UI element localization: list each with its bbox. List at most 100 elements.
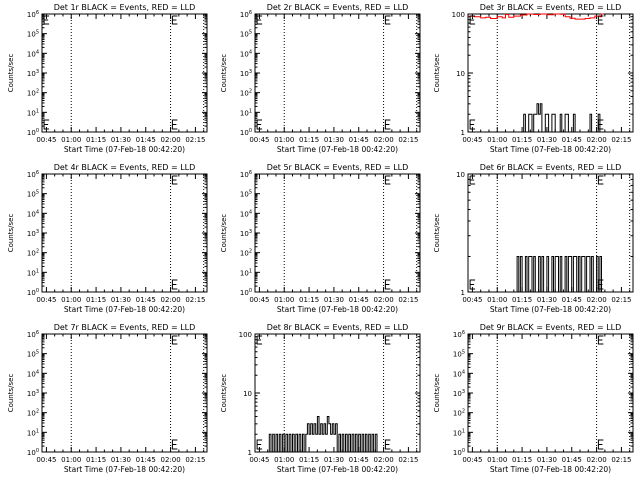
y-tick-label: 106	[27, 170, 39, 179]
y-tick-label: 101	[27, 428, 39, 437]
x-tick-label: 01:00	[487, 136, 507, 144]
y-tick-label: 103	[27, 229, 39, 238]
y-tick-label: 100	[452, 11, 465, 19]
marker-e-top	[171, 175, 178, 185]
y-tick-label: 105	[27, 190, 39, 199]
marker-e	[256, 439, 263, 450]
x-tick-label: 01:30	[111, 136, 131, 144]
y-tick-label: 105	[453, 350, 465, 359]
x-tick-label: 01:15	[512, 136, 532, 144]
chart-title: Det 8r BLACK = Events, RED = LLD	[267, 323, 409, 332]
x-tick-label: 01:00	[274, 456, 294, 464]
marker-e-top	[597, 175, 604, 185]
plot-frame	[41, 13, 208, 133]
x-tick-label: 01:45	[349, 136, 369, 144]
y-tick-label: 100	[27, 128, 39, 137]
y-tick-label: 103	[240, 229, 252, 238]
marker-e	[597, 439, 604, 450]
x-axis-label: Start Time (07-Feb-18 00:42:20)	[490, 145, 611, 154]
y-tick-label: 105	[240, 190, 252, 199]
chart-title: Det 4r BLACK = Events, RED = LLD	[54, 163, 196, 172]
y-tick-label: 101	[453, 428, 465, 437]
plot-frame	[467, 13, 634, 133]
y-axis-label: Counts/sec	[220, 374, 228, 413]
y-tick-label: 104	[27, 369, 39, 378]
marker-e-top	[384, 175, 391, 185]
y-tick-label: 10	[243, 390, 252, 398]
x-tick-label: 01:00	[61, 456, 81, 464]
x-tick-label: 02:00	[373, 456, 393, 464]
y-tick-label: 1	[461, 289, 465, 297]
y-tick-label: 101	[240, 108, 252, 117]
marker-e-top	[256, 335, 263, 345]
plot-frame	[467, 333, 634, 453]
events-series-line	[522, 103, 602, 133]
x-tick-label: 01:30	[111, 296, 131, 304]
x-tick-label: 02:15	[185, 136, 205, 144]
x-tick-label: 01:00	[274, 296, 294, 304]
y-tick-label: 102	[27, 409, 39, 418]
x-tick-label: 00:45	[249, 456, 269, 464]
y-tick-label: 102	[453, 409, 465, 418]
y-tick-label: 101	[27, 268, 39, 277]
x-tick-label: 01:00	[487, 296, 507, 304]
x-tick-label: 01:00	[487, 456, 507, 464]
x-tick-label: 01:00	[274, 136, 294, 144]
y-tick-label: 10	[456, 171, 465, 179]
chart-title: Det 9r BLACK = Events, RED = LLD	[480, 323, 622, 332]
y-tick-label: 104	[27, 209, 39, 218]
x-tick-label: 02:15	[185, 296, 205, 304]
marker-e-top	[43, 15, 50, 25]
y-tick-label: 105	[240, 30, 252, 39]
y-tick-label: 106	[27, 10, 39, 19]
x-tick-label: 01:30	[537, 456, 557, 464]
x-tick-label: 00:45	[462, 136, 482, 144]
marker-e	[43, 119, 50, 130]
y-axis-label: Counts/sec	[433, 54, 441, 93]
y-tick-label: 106	[240, 170, 252, 179]
y-tick-label: 105	[27, 350, 39, 359]
chart-title: Det 1r BLACK = Events, RED = LLD	[54, 3, 196, 12]
y-tick-label: 102	[27, 89, 39, 98]
x-tick-label: 01:45	[562, 136, 582, 144]
x-tick-label: 01:15	[512, 456, 532, 464]
plot-frame	[254, 173, 421, 293]
plot-frame	[254, 13, 421, 133]
x-tick-label: 02:15	[611, 456, 631, 464]
x-tick-label: 01:45	[136, 456, 156, 464]
chart-panel-4: Det 4r BLACK = Events, RED = LLD 100 101 10…	[7, 163, 208, 314]
x-tick-label: 02:15	[185, 456, 205, 464]
marker-e	[597, 119, 604, 130]
x-tick-label: 02:15	[398, 296, 418, 304]
y-tick-label: 103	[240, 69, 252, 78]
y-axis-label: Counts/sec	[7, 54, 15, 93]
marker-e-top	[469, 175, 476, 185]
x-tick-label: 01:45	[562, 296, 582, 304]
x-tick-label: 00:45	[249, 136, 269, 144]
x-tick-label: 01:15	[299, 456, 319, 464]
x-tick-label: 02:15	[611, 296, 631, 304]
x-tick-label: 01:15	[299, 136, 319, 144]
x-tick-label: 00:45	[462, 456, 482, 464]
x-tick-label: 00:45	[36, 136, 56, 144]
marker-e	[469, 279, 476, 290]
y-axis-label: Counts/sec	[7, 374, 15, 413]
y-axis-label: Counts/sec	[7, 214, 15, 253]
y-tick-label: 1	[461, 129, 465, 137]
marker-e	[384, 119, 391, 130]
x-axis-label: Start Time (07-Feb-18 00:42:20)	[277, 305, 398, 314]
chart-panel-2: Det 2r BLACK = Events, RED = LLD 100 101 10…	[220, 3, 421, 154]
y-tick-label: 104	[240, 209, 252, 218]
marker-e	[171, 119, 178, 130]
y-tick-label: 106	[240, 10, 252, 19]
x-tick-label: 02:15	[398, 456, 418, 464]
plot-frame	[41, 333, 208, 453]
plot-frame	[41, 173, 208, 293]
marker-e	[171, 439, 178, 450]
y-tick-label: 101	[27, 108, 39, 117]
events-series-line	[515, 256, 604, 293]
x-axis-label: Start Time (07-Feb-18 00:42:20)	[490, 465, 611, 474]
chart-title: Det 6r BLACK = Events, RED = LLD	[480, 163, 622, 172]
y-tick-label: 102	[240, 89, 252, 98]
events-series-line	[267, 416, 379, 453]
